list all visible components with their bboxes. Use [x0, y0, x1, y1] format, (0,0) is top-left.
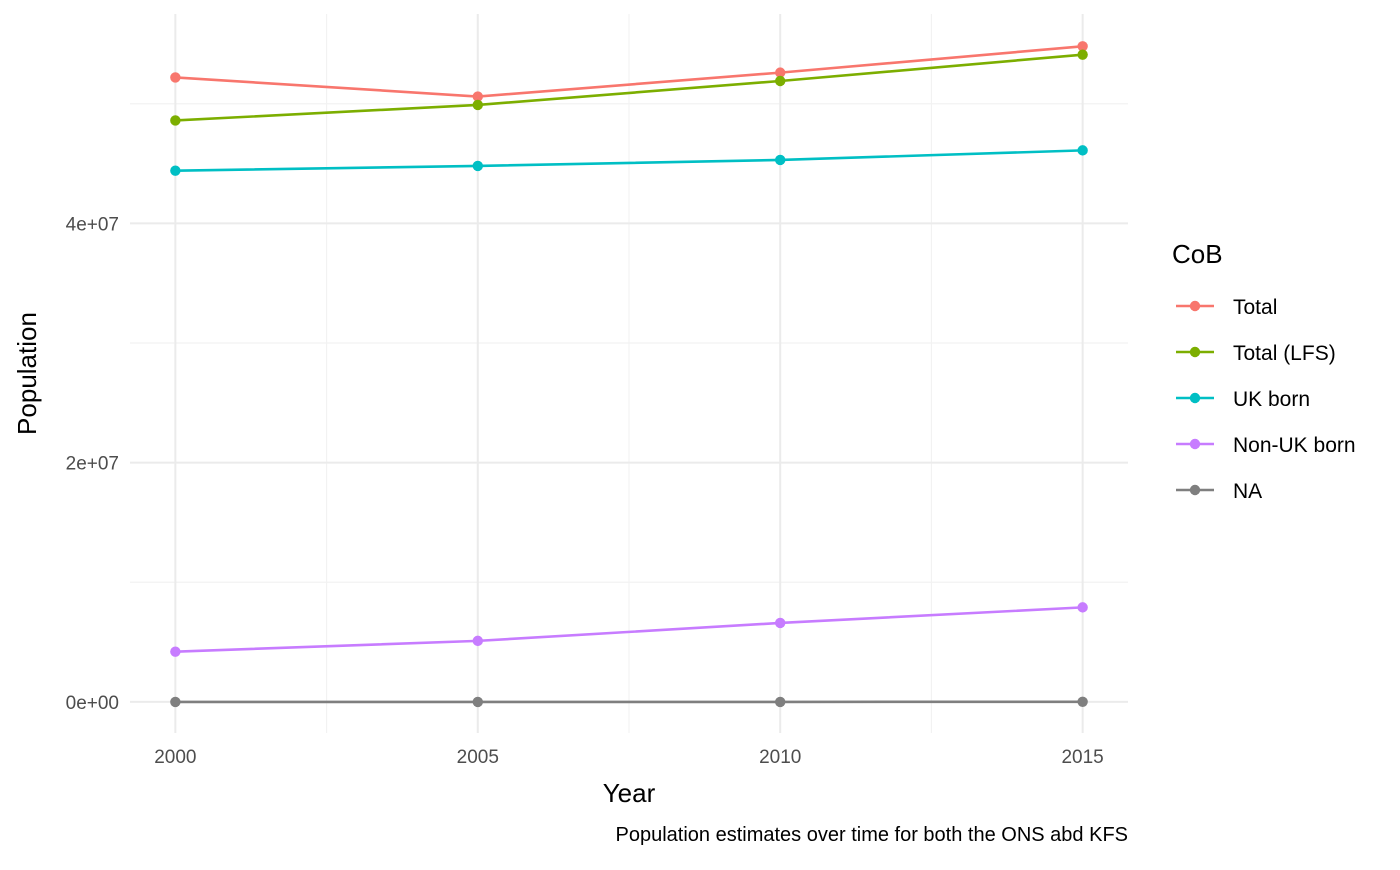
y-tick-label: 2e+07 — [66, 454, 119, 475]
legend-key-point — [1190, 393, 1200, 403]
data-point-uk-born — [1077, 145, 1087, 155]
x-tick-label: 2005 — [457, 747, 499, 768]
legend-item-na: NA — [1176, 480, 1262, 503]
legend-item-non-uk-born: Non-UK born — [1176, 434, 1356, 457]
data-point-non-uk-born — [1077, 602, 1087, 612]
x-axis-title: Year — [603, 778, 656, 808]
x-tick-label: 2000 — [154, 747, 196, 768]
legend-label: Total — [1233, 296, 1277, 319]
data-point-total-lfs — [1077, 49, 1087, 59]
y-axis-title: Population — [12, 312, 42, 435]
legend-items: Total Total (LFS) UK born Non-UK born NA — [1176, 296, 1356, 503]
data-point-uk-born — [473, 161, 483, 171]
legend-label: Non-UK born — [1233, 434, 1356, 457]
data-point-na — [1077, 697, 1087, 707]
legend-item-uk-born: UK born — [1176, 388, 1310, 411]
data-point-non-uk-born — [775, 618, 785, 628]
axes: 2000 2005 2010 2015 0e+00 2e+07 4e+07 — [66, 214, 1104, 768]
legend-key-point — [1190, 347, 1200, 357]
legend-label: UK born — [1233, 388, 1310, 411]
data-point-na — [170, 697, 180, 707]
x-tick-label: 2010 — [759, 747, 801, 768]
legend-item-total: Total — [1176, 296, 1277, 319]
data-point-non-uk-born — [473, 636, 483, 646]
chart-caption: Population estimates over time for both … — [616, 824, 1128, 846]
legend-key-point — [1190, 439, 1200, 449]
data-point-na — [473, 697, 483, 707]
legend: CoB Total Total (LFS) UK born Non-UK born NA — [1172, 239, 1356, 503]
legend-label: NA — [1233, 480, 1262, 503]
y-tick-label: 4e+07 — [66, 214, 119, 235]
legend-key-point — [1190, 485, 1200, 495]
legend-key-point — [1190, 301, 1200, 311]
legend-title: CoB — [1172, 239, 1223, 269]
data-point-total-lfs — [473, 100, 483, 110]
data-point-total-lfs — [775, 76, 785, 86]
data-point-na — [775, 697, 785, 707]
legend-label: Total (LFS) — [1233, 342, 1336, 365]
data-point-total-lfs — [170, 115, 180, 125]
data-point-non-uk-born — [170, 646, 180, 656]
grid-lines — [130, 14, 1128, 733]
y-tick-label: 0e+00 — [66, 693, 119, 714]
data-point-uk-born — [775, 155, 785, 165]
data-point-total — [170, 72, 180, 82]
data-point-uk-born — [170, 166, 180, 176]
legend-item-total-lfs: Total (LFS) — [1176, 342, 1336, 365]
x-tick-label: 2015 — [1061, 747, 1103, 768]
